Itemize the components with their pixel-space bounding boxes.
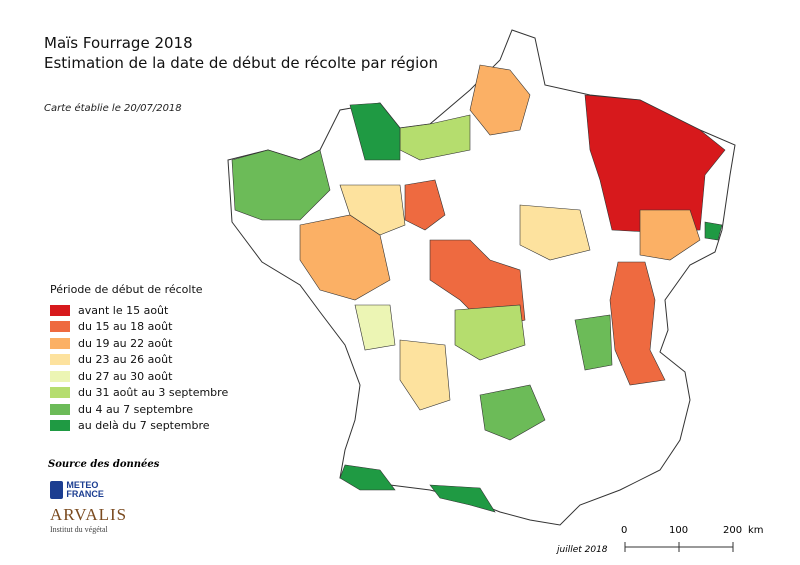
legend-item: du 4 au 7 septembre	[50, 401, 228, 418]
region-rhone-green	[574, 314, 613, 371]
meteo-france-logo: METEO FRANCE	[50, 480, 120, 500]
region-champagne	[519, 204, 591, 261]
region-pyrenees-center	[429, 484, 496, 513]
legend-swatch	[50, 337, 70, 349]
region-perche	[404, 179, 446, 231]
region-east-orange	[639, 209, 701, 261]
legend-swatch	[50, 420, 70, 432]
map-title: Maïs Fourrage 2018	[44, 34, 193, 52]
legend-item: avant le 15 août	[50, 302, 228, 319]
legend-label: au delà du 7 septembre	[78, 419, 210, 433]
scale-tick-0: 0	[621, 525, 628, 536]
scale-unit: km	[748, 525, 764, 536]
region-northeast	[584, 94, 726, 233]
region-brittany	[231, 149, 331, 221]
scale-bar	[624, 542, 734, 552]
legend-item: du 19 au 22 août	[50, 335, 228, 352]
legend-item: du 23 au 26 août	[50, 352, 228, 369]
legend-item: au delà du 7 septembre	[50, 418, 228, 435]
legend-label: du 23 au 26 août	[78, 353, 173, 367]
legend-title: Période de début de récolte	[50, 283, 203, 296]
legend-swatch	[50, 370, 70, 382]
region-poitou	[354, 304, 396, 351]
region-auvergne	[454, 304, 526, 361]
legend-label: du 4 au 7 septembre	[78, 402, 193, 416]
region-limousin	[399, 339, 451, 411]
region-massif	[479, 384, 546, 441]
legend-label: avant le 15 août	[78, 303, 169, 317]
region-rhone-alpes	[609, 261, 666, 386]
source-label: Source des données	[48, 459, 160, 470]
map-date: Carte établie le 20/07/2018	[44, 103, 182, 114]
footer-date: juillet 2018	[557, 545, 608, 555]
legend-item: du 31 août au 3 septembre	[50, 385, 228, 402]
legend-swatch	[50, 304, 70, 316]
legend-label: du 19 au 22 août	[78, 336, 173, 350]
region-sarthe	[339, 184, 406, 236]
legend-label: du 31 août au 3 septembre	[78, 386, 229, 400]
region-pyrenees-west	[339, 464, 396, 491]
map-subtitle: Estimation de la date de début de récolt…	[44, 54, 438, 72]
scale-tick-100: 100	[669, 525, 689, 536]
legend-item: du 15 au 18 août	[50, 319, 228, 336]
region-picardie	[469, 64, 531, 136]
region-alsace-south	[704, 221, 723, 241]
legend-swatch	[50, 387, 70, 399]
legend-swatch	[50, 403, 70, 415]
legend-label: du 27 au 30 août	[78, 369, 173, 383]
arvalis-logo: ARVALIS Institut du végétal	[50, 505, 128, 534]
region-cotentin	[349, 102, 401, 161]
legend-swatch	[50, 321, 70, 333]
legend-swatch	[50, 354, 70, 366]
legend-label: du 15 au 18 août	[78, 320, 173, 334]
legend: Période de début de récolte avant le 15 …	[50, 283, 228, 434]
scale-tick-200: 200	[723, 525, 743, 536]
legend-item: du 27 au 30 août	[50, 368, 228, 385]
